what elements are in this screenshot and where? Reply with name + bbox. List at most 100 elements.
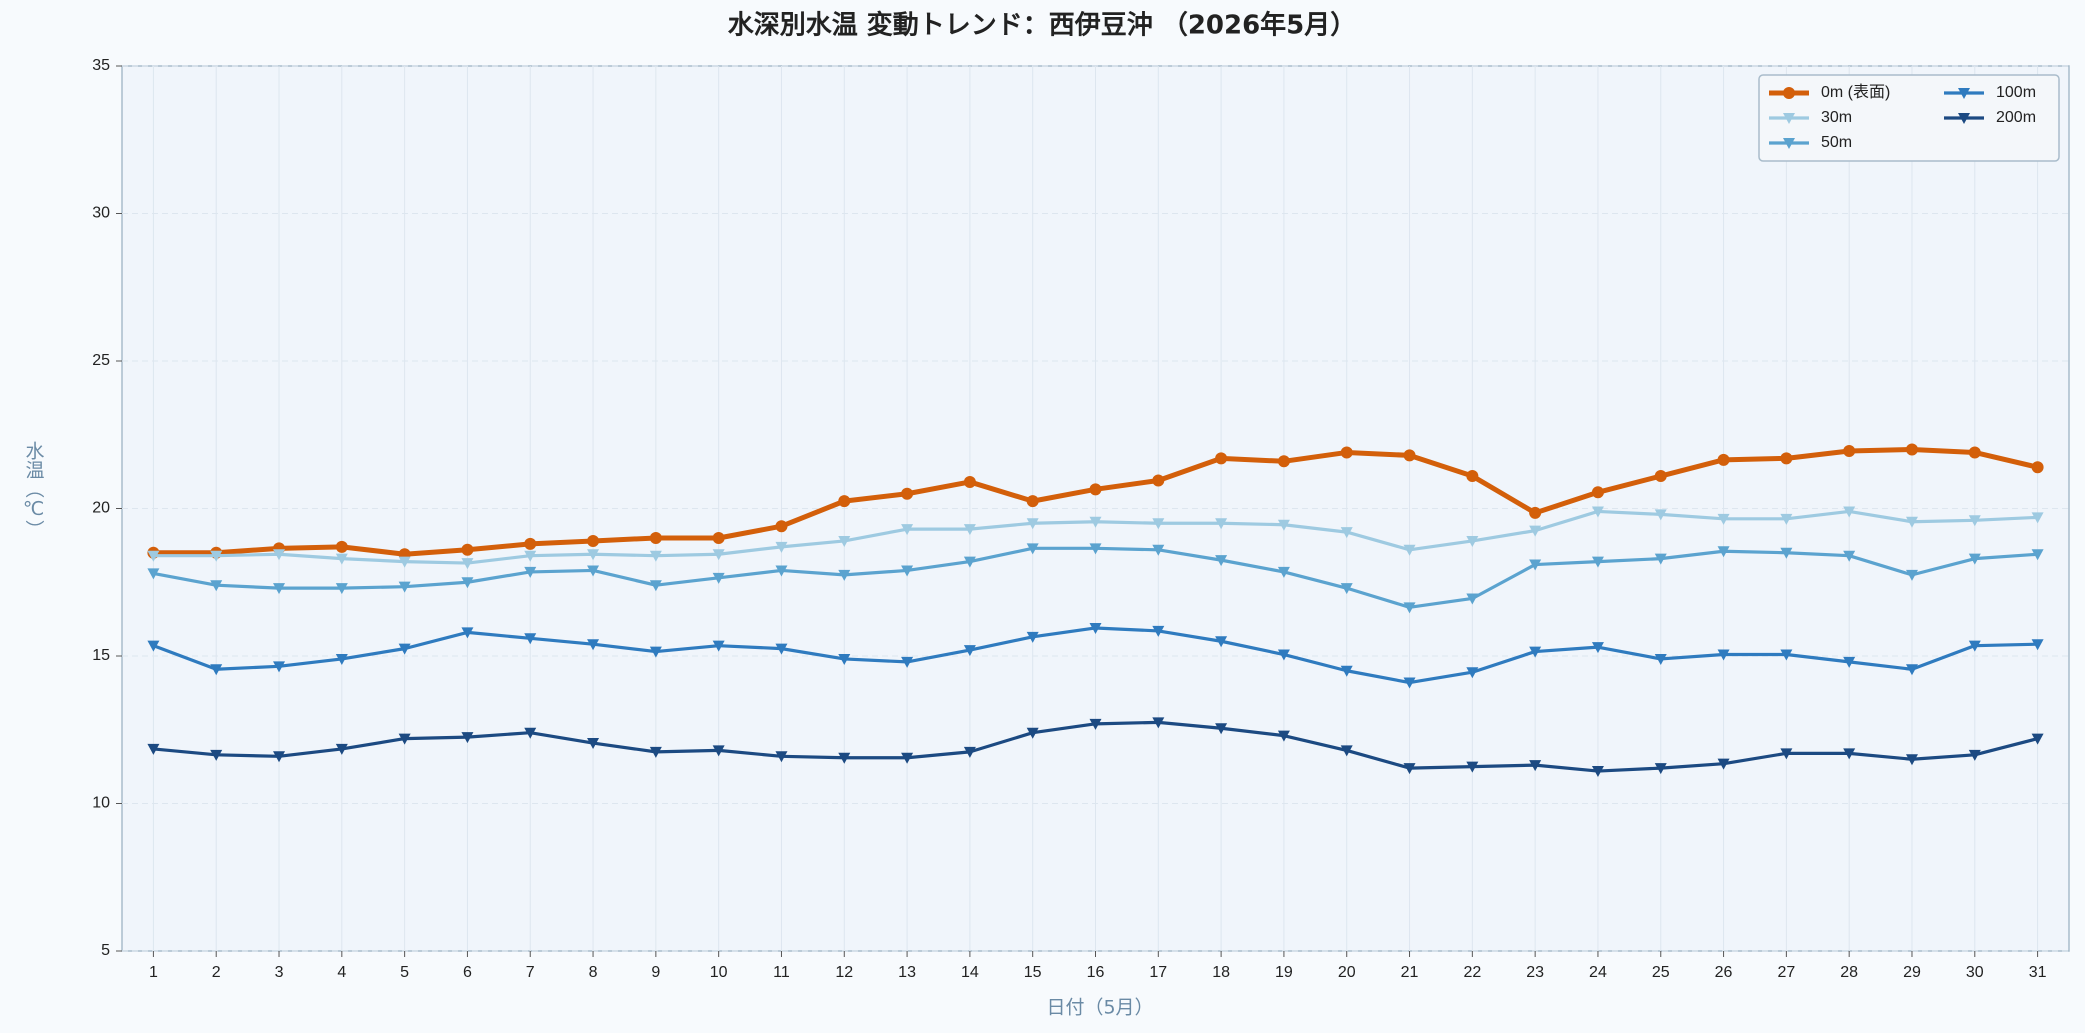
- x-tick-label: 11: [773, 964, 790, 981]
- x-tick-label: 29: [1903, 964, 1921, 981]
- marker: [147, 743, 160, 755]
- marker: [1089, 622, 1102, 634]
- y-tick-label: 30: [92, 205, 110, 222]
- marker: [210, 550, 223, 562]
- legend-label: 200m: [1996, 109, 2036, 126]
- marker: [963, 645, 976, 657]
- x-tick-label: 30: [1966, 964, 1984, 981]
- x-tick-label: 27: [1777, 964, 1795, 981]
- marker: [838, 495, 851, 508]
- marker: [1089, 516, 1102, 528]
- series: [147, 443, 2044, 561]
- marker: [1026, 543, 1039, 555]
- marker: [1905, 569, 1918, 581]
- legend-label: 30m: [1821, 109, 1852, 126]
- legend-marker: [1783, 113, 1795, 124]
- marker: [587, 534, 600, 547]
- x-tick-label: 1: [149, 964, 158, 981]
- marker: [1026, 518, 1039, 530]
- marker: [901, 752, 914, 764]
- marker: [1717, 513, 1730, 525]
- marker: [775, 565, 788, 577]
- marker: [1089, 543, 1102, 555]
- marker: [901, 524, 914, 536]
- legend-marker: [1783, 138, 1795, 149]
- marker: [335, 553, 348, 565]
- x-tick-label: 26: [1715, 964, 1733, 981]
- marker: [1905, 443, 1918, 456]
- marker: [1215, 723, 1228, 735]
- x-tick-label: 19: [1275, 964, 1293, 981]
- marker: [398, 556, 411, 568]
- marker: [147, 640, 160, 652]
- marker: [1843, 550, 1856, 562]
- marker: [1529, 646, 1542, 658]
- marker: [524, 566, 537, 578]
- marker: [461, 577, 474, 589]
- y-tick-label: 15: [92, 647, 110, 664]
- marker: [335, 653, 348, 665]
- legend-marker: [1958, 113, 1970, 124]
- marker: [1529, 506, 1542, 519]
- marker: [1591, 766, 1604, 778]
- legend-marker: [1958, 88, 1970, 99]
- marker: [1529, 760, 1542, 772]
- marker: [1466, 761, 1479, 773]
- marker: [210, 580, 223, 592]
- marker: [775, 520, 788, 533]
- y-tick-label: 35: [92, 57, 110, 74]
- marker: [1089, 718, 1102, 730]
- marker: [649, 532, 662, 544]
- x-tick-label: 13: [898, 964, 916, 981]
- x-tick-label: 31: [2029, 964, 2047, 981]
- marker: [273, 549, 286, 561]
- marker: [1089, 483, 1102, 496]
- y-tick-label: 5: [101, 942, 110, 959]
- marker: [1654, 653, 1667, 665]
- x-tick-label: 3: [275, 964, 284, 981]
- x-tick-label: 7: [526, 964, 535, 981]
- marker: [1843, 506, 1856, 518]
- marker: [2031, 549, 2044, 561]
- marker: [1654, 470, 1667, 483]
- marker: [1215, 518, 1228, 530]
- marker: [1905, 664, 1918, 676]
- marker: [1466, 535, 1479, 547]
- marker: [1152, 474, 1165, 487]
- marker: [1340, 446, 1353, 459]
- marker: [1968, 640, 1981, 652]
- marker: [963, 746, 976, 758]
- x-tick-label: 23: [1526, 964, 1544, 981]
- marker: [1717, 453, 1730, 466]
- marker: [1780, 649, 1793, 661]
- marker: [1340, 745, 1353, 757]
- marker: [963, 524, 976, 536]
- marker: [461, 543, 474, 556]
- marker: [1152, 518, 1165, 530]
- marker: [1026, 727, 1039, 739]
- marker: [587, 738, 600, 750]
- series: [147, 543, 2044, 614]
- marker: [273, 751, 286, 763]
- marker: [901, 656, 914, 668]
- marker: [1968, 515, 1981, 527]
- x-tick-label: 2: [212, 964, 221, 981]
- marker: [1529, 559, 1542, 571]
- marker: [1215, 636, 1228, 648]
- marker: [210, 749, 223, 761]
- marker: [2031, 639, 2044, 651]
- x-tick-label: 28: [1840, 964, 1858, 981]
- marker: [1340, 527, 1353, 539]
- legend-marker: [1783, 87, 1795, 99]
- chart-title: 水深別水温 変動トレンド：西伊豆沖 （2026年5月）: [728, 10, 1357, 41]
- marker: [1215, 555, 1228, 567]
- marker: [775, 541, 788, 553]
- series: [147, 717, 2044, 778]
- y-tick-label: 20: [92, 500, 110, 517]
- marker: [1968, 446, 1981, 459]
- marker: [1780, 513, 1793, 525]
- marker: [398, 643, 411, 655]
- marker: [838, 752, 851, 764]
- marker: [1026, 495, 1039, 508]
